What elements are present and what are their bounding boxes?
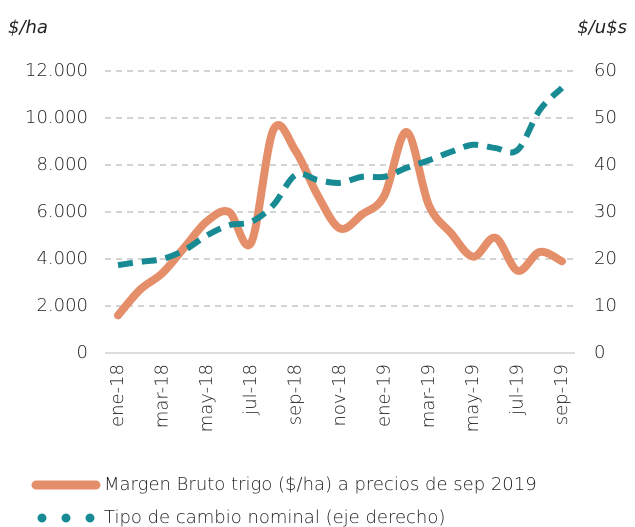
- y2-tick-label: 50: [594, 107, 617, 128]
- x-tick-label: may-19: [462, 364, 483, 432]
- legend-swatch: [37, 513, 47, 523]
- y2-axis-label: $/u$s: [577, 17, 627, 38]
- y-tick-label: 0: [77, 342, 88, 363]
- x-tick-label: mar-19: [418, 364, 439, 428]
- y-tick-label: 4.000: [36, 248, 88, 269]
- legend-swatch: [61, 513, 71, 523]
- legend-label: Tipo de cambio nominal (eje derecho): [104, 507, 445, 527]
- line-series: [117, 85, 565, 269]
- y-tick-label: 10.000: [25, 107, 88, 128]
- y-tick-label: 12.000: [25, 60, 88, 81]
- x-tick-label: nov-18: [329, 364, 350, 426]
- y2-tick-label: 20: [594, 248, 617, 269]
- y2-tick-label: 40: [594, 154, 617, 175]
- y-tick-label: 6.000: [36, 201, 88, 222]
- x-tick-label: may-18: [196, 364, 217, 432]
- y-tick-label: 8.000: [36, 154, 88, 175]
- x-tick-label: ene-18: [107, 364, 128, 427]
- x-tick-label: ene-19: [373, 364, 394, 427]
- y2-tick-label: 30: [594, 201, 617, 222]
- x-tick-label: mar-18: [151, 364, 172, 428]
- y-axis-label: $/ha: [8, 17, 48, 38]
- y2-tick-label: 10: [594, 295, 617, 316]
- legend-label: Margen Bruto trigo ($/ha) a precios de s…: [104, 474, 537, 495]
- y-tick-label: 2.000: [36, 295, 88, 316]
- x-tick-label: jul-18: [240, 364, 261, 416]
- y2-tick-label: 0: [594, 342, 605, 363]
- line-series: [114, 121, 566, 320]
- x-tick-label: sep-19: [551, 364, 572, 425]
- x-tick-label: sep-18: [285, 364, 306, 425]
- x-tick-label: jul-19: [507, 364, 528, 416]
- legend-swatch: [85, 513, 95, 523]
- y2-tick-label: 60: [594, 60, 617, 81]
